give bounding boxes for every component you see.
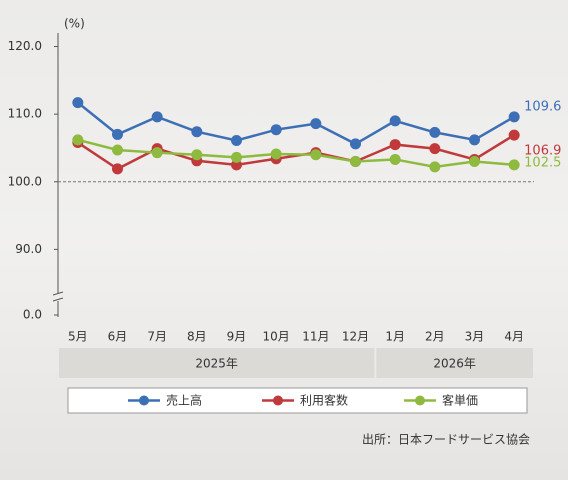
y-tick-label: 100.0 xyxy=(8,174,42,188)
data-point xyxy=(310,118,322,130)
legend-swatch xyxy=(273,395,283,406)
data-point xyxy=(429,161,441,173)
x-tick-label: 11月 xyxy=(302,330,329,344)
x-tick-label: 4月 xyxy=(504,330,524,344)
end-label: 102.5 xyxy=(524,155,561,170)
data-point xyxy=(151,111,163,123)
y-tick-label: 0.0 xyxy=(23,308,42,322)
data-point xyxy=(508,159,520,171)
y-unit: (%) xyxy=(64,17,85,31)
data-point xyxy=(112,128,123,140)
x-tick-label: 10月 xyxy=(263,330,290,344)
data-point xyxy=(389,153,401,165)
legend-label: 客単価 xyxy=(442,393,478,408)
series-line xyxy=(77,101,515,146)
data-point xyxy=(270,124,282,136)
x-tick-label: 9月 xyxy=(227,330,247,344)
x-tick-label: 8月 xyxy=(187,330,207,344)
data-point xyxy=(191,149,203,161)
data-point xyxy=(270,148,282,160)
legend-swatch xyxy=(139,395,149,406)
data-point xyxy=(429,126,441,138)
data-point xyxy=(389,139,401,151)
y-tick-label: 110.0 xyxy=(8,107,42,121)
group-band xyxy=(376,348,533,378)
data-point xyxy=(389,115,401,127)
data-point xyxy=(429,143,441,155)
group-label: 2025年 xyxy=(195,357,238,371)
group-label: 2026年 xyxy=(433,357,476,371)
end-label: 109.6 xyxy=(524,99,561,114)
x-tick-label: 2月 xyxy=(425,330,445,344)
data-point xyxy=(72,97,84,109)
data-point xyxy=(112,163,123,175)
legend-label: 利用客数 xyxy=(300,393,348,408)
series-line xyxy=(77,138,515,169)
x-tick-label: 12月 xyxy=(342,330,369,344)
x-tick-label: 7月 xyxy=(147,330,167,344)
y-tick-label: 120.0 xyxy=(8,39,42,53)
data-point xyxy=(231,135,242,147)
axis-break xyxy=(52,291,64,302)
y-tick-label: 90.0 xyxy=(15,242,42,256)
data-point xyxy=(350,138,361,150)
data-point xyxy=(310,149,322,161)
x-tick-label: 5月 xyxy=(68,330,88,344)
data-point xyxy=(72,134,84,146)
data-point xyxy=(350,155,361,167)
data-point xyxy=(112,144,123,156)
x-tick-label: 6月 xyxy=(108,330,128,344)
data-point xyxy=(508,129,520,141)
legend-swatch xyxy=(415,395,425,406)
x-tick-label: 1月 xyxy=(385,330,405,344)
data-point xyxy=(469,155,480,167)
end-label: 106.9 xyxy=(524,144,561,159)
data-point xyxy=(231,151,242,163)
group-band xyxy=(59,348,375,378)
data-point xyxy=(469,134,480,146)
source: 出所：日本フードサービス協会 xyxy=(362,432,530,447)
data-point xyxy=(508,111,520,123)
data-point xyxy=(191,126,203,138)
data-point xyxy=(151,147,163,159)
legend-label: 売上高 xyxy=(166,393,202,408)
axis-break xyxy=(53,293,63,301)
x-tick-label: 3月 xyxy=(465,330,485,344)
